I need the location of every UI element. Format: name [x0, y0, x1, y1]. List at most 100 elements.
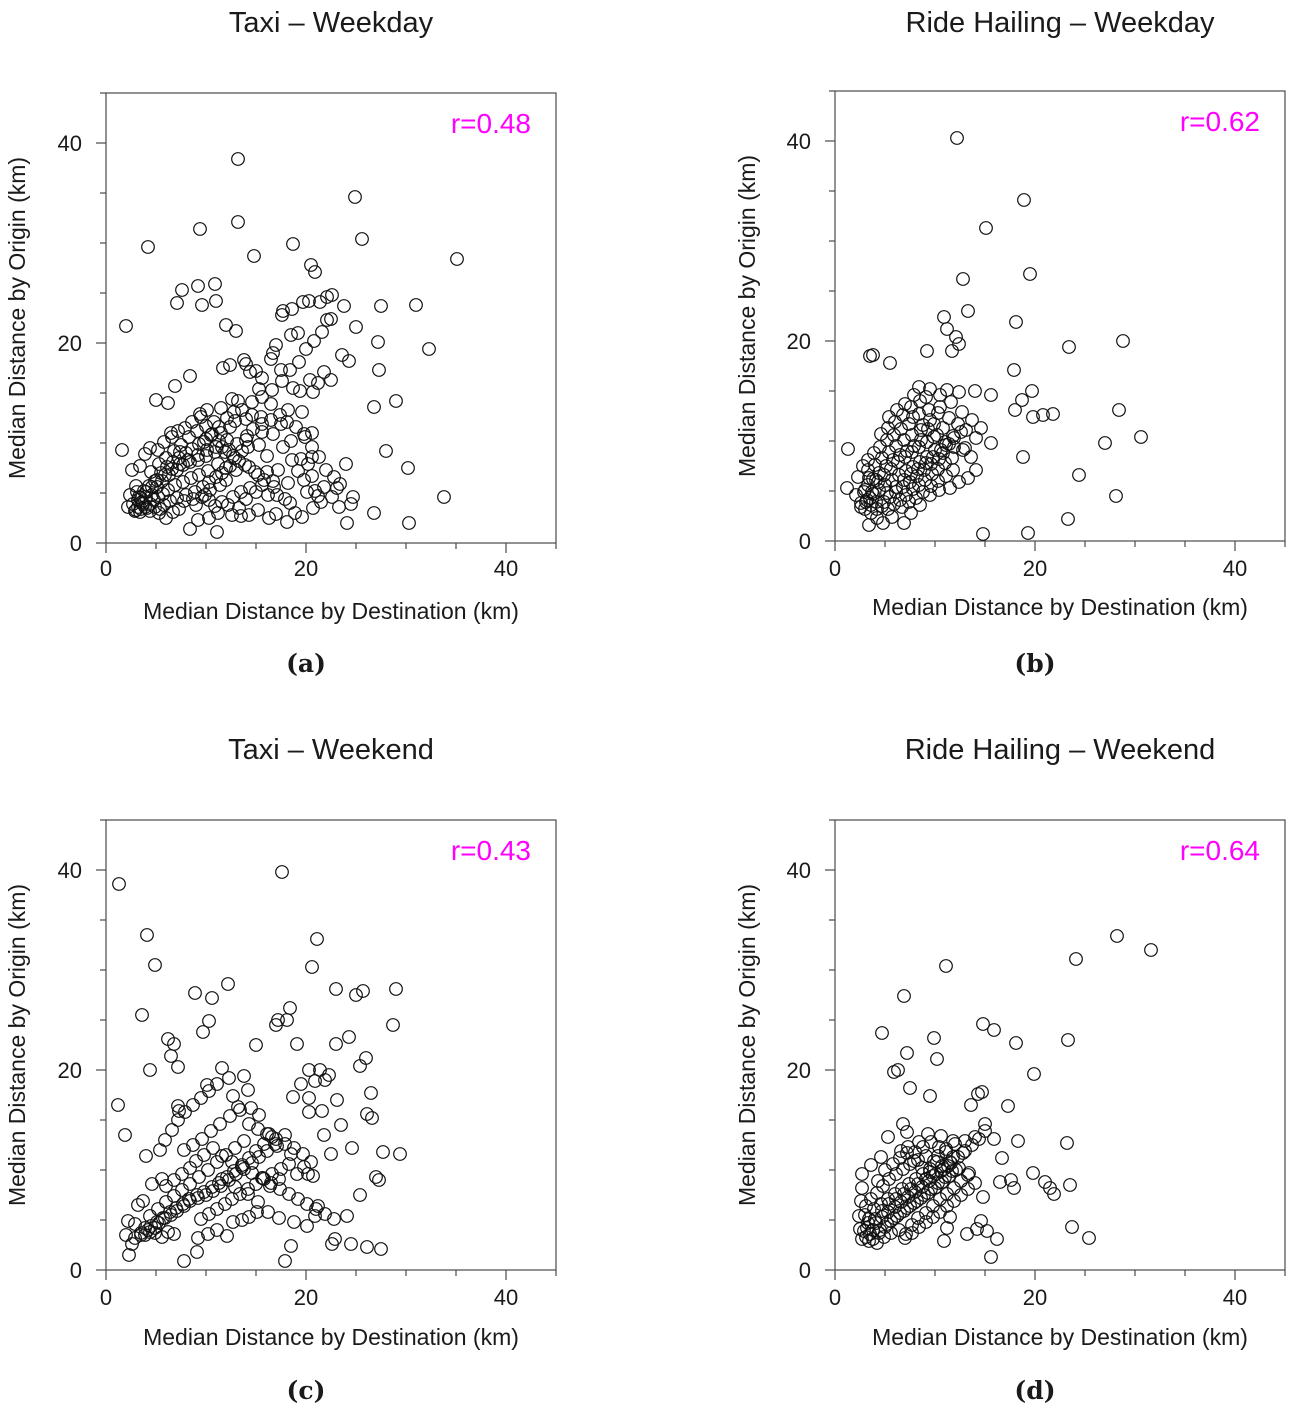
panel-c: Taxi – Weekend 0 20 40 0 20 40 Median Di… [4, 734, 557, 1405]
data-point [265, 1167, 279, 1181]
data-point [297, 427, 311, 441]
data-point [238, 458, 252, 472]
data-point [122, 1248, 136, 1262]
data-point [869, 473, 883, 487]
panel-title: Taxi – Weekend [228, 734, 434, 766]
data-point [393, 1147, 407, 1161]
data-point [379, 444, 393, 458]
data-point [374, 299, 388, 313]
data-point [255, 390, 269, 404]
data-point [248, 465, 262, 479]
data-point [932, 452, 946, 466]
data-point [974, 1214, 988, 1228]
data-point [987, 1132, 1001, 1146]
data-point [857, 1224, 871, 1238]
data-point [219, 318, 233, 332]
data-point [221, 977, 235, 991]
data-point [241, 1083, 255, 1097]
data-point [243, 481, 257, 495]
data-point [1036, 408, 1050, 422]
data-point [855, 1167, 869, 1181]
data-point [329, 1037, 343, 1051]
data-point [860, 1221, 874, 1235]
data-point [896, 1117, 910, 1131]
data-point [197, 435, 211, 449]
y-tick-label: 0 [70, 1258, 82, 1283]
data-point [1144, 943, 1158, 957]
data-point [280, 415, 294, 429]
x-tick-label: 0 [100, 556, 112, 581]
data-point [866, 1232, 880, 1246]
data-point [327, 1212, 341, 1226]
data-point [191, 513, 205, 527]
data-point [944, 395, 958, 409]
data-point [228, 414, 242, 428]
data-point [278, 1128, 292, 1142]
data-point [870, 502, 884, 516]
data-point [386, 1018, 400, 1032]
data-point [1110, 929, 1124, 943]
data-point [237, 353, 251, 367]
data-point [214, 401, 228, 415]
correlation-label: r=0.48 [451, 108, 531, 139]
data-point [898, 1231, 912, 1245]
data-point [202, 1084, 216, 1098]
y-tick-label: 20 [787, 329, 811, 354]
data-point [995, 1151, 1009, 1165]
data-point [170, 1204, 184, 1218]
data-point [1082, 1231, 1096, 1245]
data-point [318, 1207, 332, 1221]
data-point [302, 1091, 316, 1105]
correlation-label: r=0.43 [451, 835, 531, 866]
data-point [183, 1161, 197, 1175]
data-point [1063, 1178, 1077, 1192]
data-point [888, 1187, 902, 1201]
data-point [349, 320, 363, 334]
data-point [121, 1214, 135, 1228]
data-point [194, 1091, 208, 1105]
data-point [260, 1127, 274, 1141]
data-point [919, 1215, 933, 1229]
data-point [958, 1134, 972, 1148]
data-point [1015, 393, 1029, 407]
data-point [302, 1063, 316, 1077]
data-point [903, 1157, 917, 1171]
y-tick-label: 20 [58, 1058, 82, 1083]
data-point [176, 475, 190, 489]
data-point [931, 1149, 945, 1163]
data-point [284, 434, 298, 448]
data-point [286, 237, 300, 251]
data-point [312, 450, 326, 464]
data-point [300, 1219, 314, 1233]
data-point [868, 1212, 882, 1226]
data-point [356, 984, 370, 998]
data-point [851, 470, 865, 484]
data-point [193, 407, 207, 421]
data-point [927, 1031, 941, 1045]
data-point [266, 427, 280, 441]
data-point [934, 1164, 948, 1178]
data-point [1009, 1036, 1023, 1050]
data-point [858, 483, 872, 497]
data-point [303, 373, 317, 387]
data-point [921, 1186, 935, 1200]
data-point [313, 295, 327, 309]
data-point [911, 1211, 925, 1225]
data-point [961, 1168, 975, 1182]
data-point [324, 373, 338, 387]
data-point [969, 463, 983, 477]
data-point [252, 1108, 266, 1122]
data-point [254, 410, 268, 424]
data-point [862, 518, 876, 532]
data-point [295, 405, 309, 419]
data-point [939, 959, 953, 973]
data-point [940, 383, 954, 397]
data-point [215, 1172, 229, 1186]
data-point [143, 441, 157, 455]
data-point [283, 1001, 297, 1015]
data-point [890, 1209, 904, 1223]
data-point [164, 1049, 178, 1063]
data-point [206, 1141, 220, 1155]
data-point [934, 1129, 948, 1143]
data-point [155, 1172, 169, 1186]
